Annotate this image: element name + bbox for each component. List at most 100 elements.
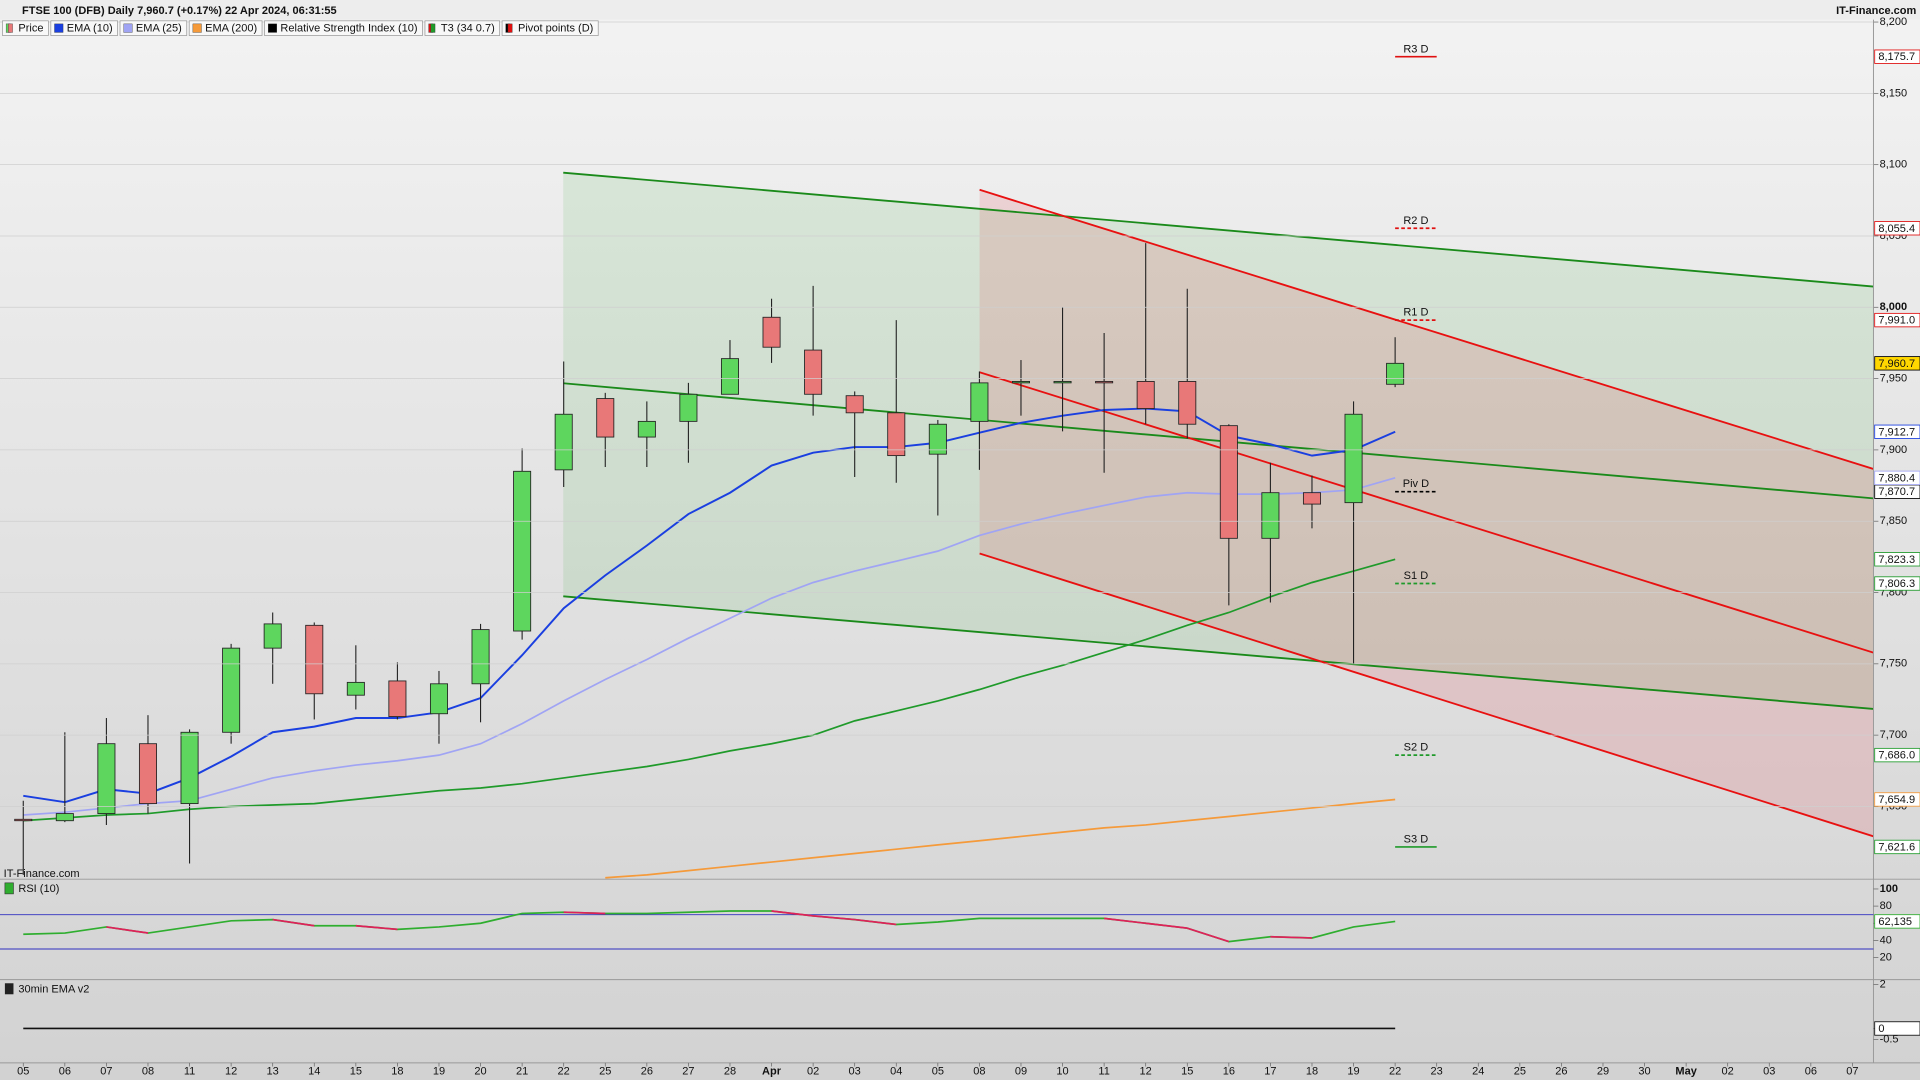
x-tick-label: 08: [142, 1065, 154, 1077]
x-tick-label: 25: [1514, 1065, 1526, 1077]
x-tick-label: 06: [59, 1065, 71, 1077]
legend-label: EMA (10): [67, 23, 113, 35]
candle-body: [720, 358, 739, 395]
falling-segment: [1187, 927, 1230, 943]
panel-icon: [4, 882, 14, 895]
candle-body: [429, 683, 448, 715]
legend-label: Price: [18, 23, 43, 35]
value-box-label: 7,823.3: [1878, 554, 1915, 566]
legend-box: [50, 20, 118, 36]
value-box-label: 8,175.7: [1878, 51, 1915, 63]
legend-icon: [430, 23, 436, 33]
candle-body: [513, 470, 532, 632]
legend-label: Relative Strength Index (10): [280, 23, 417, 35]
x-tick-label: 10: [1056, 1065, 1068, 1077]
value-box: [1874, 312, 1920, 328]
x-tick-label: 19: [1347, 1065, 1359, 1077]
x-tick-label: 27: [682, 1065, 694, 1077]
trend-line: [563, 595, 1874, 710]
falling-segment: [355, 924, 398, 931]
value-box: [1874, 49, 1920, 64]
x-tick-label: 03: [1763, 1065, 1775, 1077]
x-tick-label: 26: [1555, 1065, 1567, 1077]
panel-title: 30min EMA v2: [18, 983, 89, 995]
x-tick-label: 17: [1264, 1065, 1276, 1077]
pivot-label: S3 D: [1404, 834, 1429, 846]
x-tick-label: 22: [558, 1065, 570, 1077]
pivot-label: R3 D: [1403, 43, 1428, 55]
x-tick-label: 22: [1389, 1065, 1401, 1077]
value-box-label: 7,686.0: [1878, 750, 1915, 762]
x-tick-label: 20: [474, 1065, 486, 1077]
pivot-label: S1 D: [1404, 570, 1429, 582]
falling-segment: [1270, 935, 1313, 939]
x-tick-label: 12: [1140, 1065, 1152, 1077]
candle-body: [471, 629, 490, 685]
x-tick-label: 12: [225, 1065, 237, 1077]
value-box: [1874, 1021, 1920, 1036]
candle-body: [762, 316, 781, 348]
x-tick-label: 15: [350, 1065, 362, 1077]
value-box-label: 7,991.0: [1878, 315, 1915, 327]
x-tick-label: 05: [17, 1065, 29, 1077]
x-tick-label: 07: [100, 1065, 112, 1077]
value-box: [1874, 356, 1920, 371]
falling-segment: [1104, 917, 1146, 925]
candle-body: [138, 743, 157, 805]
indicator-line: [605, 798, 1396, 879]
trend-line: [563, 171, 1874, 288]
value-box: [1874, 792, 1920, 807]
x-tick-label: 26: [641, 1065, 653, 1077]
pivot-label: Piv D: [1403, 478, 1429, 490]
candle-body: [305, 624, 324, 695]
candle-body: [1011, 381, 1030, 384]
y-tick-label: 7,750: [1880, 658, 1908, 670]
candle-body: [1178, 381, 1197, 425]
legend-item: EMA (25): [119, 20, 188, 36]
legend-box: [424, 20, 501, 36]
pivot-label: S2 D: [1404, 742, 1429, 754]
x-tick-label: 18: [1306, 1065, 1318, 1077]
legend-item: T3 (34 0.7): [424, 20, 501, 36]
candle-body: [928, 423, 947, 455]
x-tick-label: 14: [308, 1065, 320, 1077]
legend-label: T3 (34 0.7): [441, 23, 495, 35]
falling-segment: [272, 918, 315, 927]
value-box-label: 7,870.7: [1878, 486, 1915, 498]
value-box: [1874, 221, 1920, 236]
value-box: [1874, 839, 1920, 855]
x-tick-label: 07: [1846, 1065, 1858, 1077]
x-tick-label: Apr: [762, 1065, 782, 1077]
indicator-line: [23, 558, 1396, 822]
header-bar: [0, 0, 1920, 20]
panel-icon: [4, 983, 14, 995]
legend-item: Price: [2, 20, 49, 36]
candle-body: [845, 395, 864, 414]
candle-body: [970, 382, 989, 422]
legend-icon: [54, 23, 64, 33]
watermark: IT-Finance.com: [4, 868, 80, 880]
legend-item: Relative Strength Index (10): [264, 20, 423, 36]
legend-item: Pivot points (D): [501, 20, 599, 36]
trend-line: [979, 371, 1874, 654]
candle-body: [346, 681, 365, 696]
x-tick-label: 03: [849, 1065, 861, 1077]
y-tick-label: 40: [1880, 934, 1892, 946]
value-box: [1874, 552, 1920, 567]
legend-icon: [123, 23, 133, 33]
x-tick-label: 29: [1597, 1065, 1609, 1077]
candle-body: [263, 623, 282, 649]
x-tick-label: 08: [973, 1065, 985, 1077]
falling-segment: [563, 911, 606, 915]
y-tick-label: 20: [1880, 951, 1892, 963]
trend-line: [563, 382, 1874, 500]
y-tick-label: 7,850: [1880, 515, 1908, 527]
y-tick-label: 8,150: [1880, 87, 1908, 99]
candle-body: [1136, 381, 1155, 409]
candle-body: [804, 349, 823, 395]
y-tick-label: 2: [1880, 978, 1886, 990]
legend-icon: [8, 23, 13, 33]
candle-body: [180, 731, 199, 805]
trend-line: [979, 552, 1874, 838]
